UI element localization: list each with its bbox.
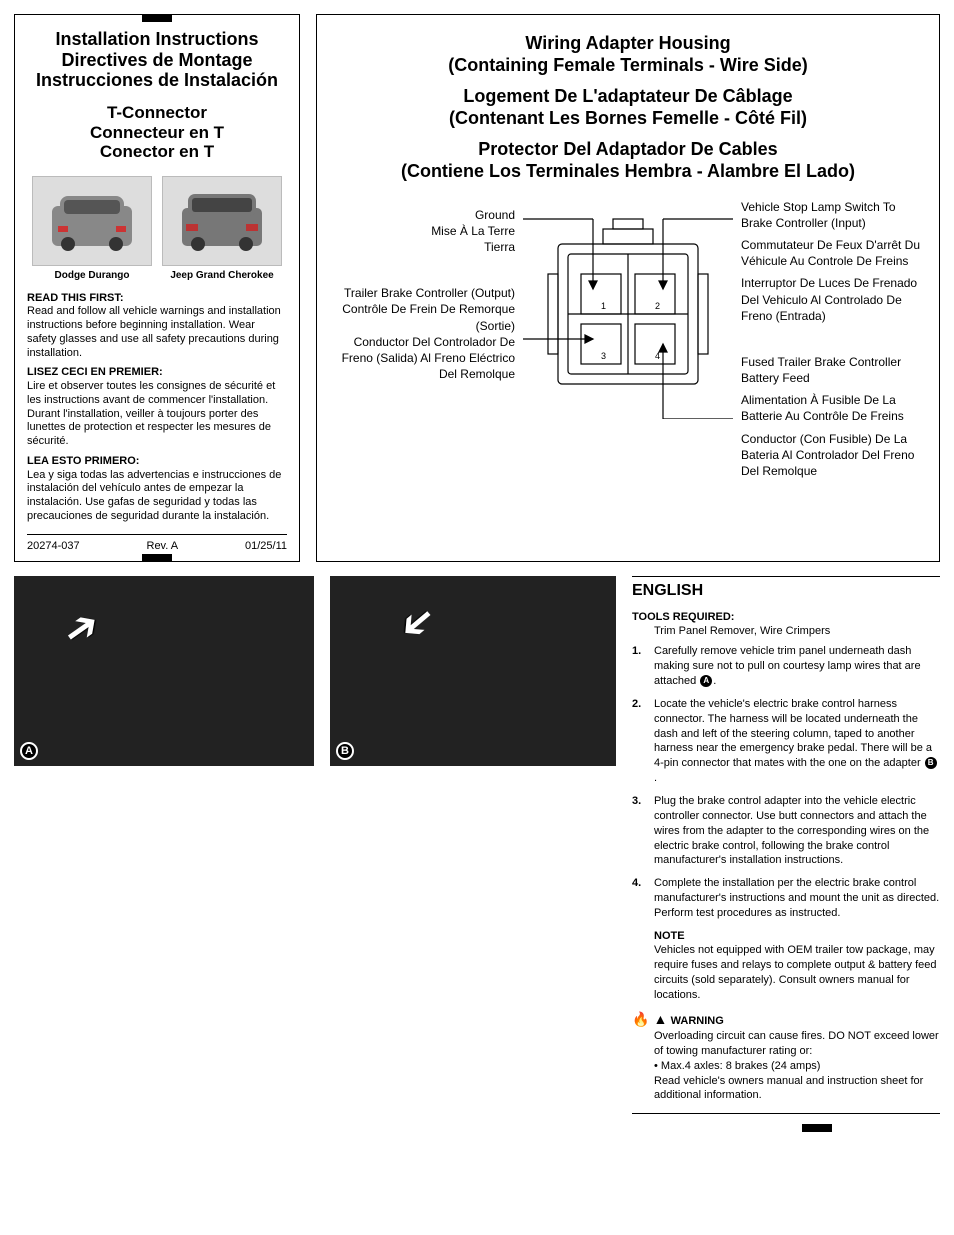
title-fr: Directives de Montage — [27, 50, 287, 71]
photo-badge-b: B — [336, 742, 354, 760]
vehicle-image-icon — [162, 176, 282, 266]
svg-text:1: 1 — [601, 301, 606, 311]
read-first-en: READ THIS FIRST: Read and follow all veh… — [27, 292, 287, 361]
read-first-es: LEA ESTO PRIMERO: Lea y siga todas las a… — [27, 455, 287, 524]
top-row: Installation Instructions Directives de … — [14, 14, 940, 562]
heading-fr: Logement De L'adaptateur De Câblage (Con… — [333, 86, 923, 129]
warning-row: 🔥 ▲ WARNING — [632, 1010, 940, 1029]
read-heading: LEA ESTO PRIMERO: — [27, 455, 139, 467]
date: 01/25/11 — [245, 539, 287, 553]
fire-icon: 🔥 — [632, 1010, 649, 1028]
install-title: Installation Instructions Directives de … — [27, 29, 287, 91]
vehicle-durango: Dodge Durango — [32, 176, 152, 282]
battery-feed-label: Fused Trailer Brake Controller Battery F… — [741, 354, 923, 479]
warning-heading: WARNING — [671, 1015, 724, 1027]
svg-text:3: 3 — [601, 351, 606, 361]
language-heading: ENGLISH — [632, 576, 940, 602]
read-text: Read and follow all vehicle warnings and… — [27, 305, 281, 358]
step-text: Locate the vehicle's electric brake cont… — [654, 697, 940, 786]
right-panel: Wiring Adapter Housing (Containing Femal… — [316, 14, 940, 562]
heading-en: Wiring Adapter Housing (Containing Femal… — [333, 33, 923, 76]
vehicle-caption: Dodge Durango — [32, 269, 152, 282]
vehicle-image-icon — [32, 176, 152, 266]
instructions-english: ENGLISH TOOLS REQUIRED: Trim Panel Remov… — [632, 576, 940, 1132]
left-footer: 20274-037 Rev. A 01/25/11 — [27, 534, 287, 553]
step-list: 1. Carefully remove vehicle trim panel u… — [632, 644, 940, 920]
ref-badge-b-icon: B — [925, 757, 937, 769]
page: Installation Instructions Directives de … — [14, 14, 940, 1132]
title-es: Instrucciones de Instalación — [27, 70, 287, 91]
step-2: 2. Locate the vehicle's electric brake c… — [632, 697, 940, 786]
read-first-fr: LISEZ CECI EN PREMIER: Lire et observer … — [27, 366, 287, 449]
photo-badge-a: A — [20, 742, 38, 760]
svg-text:2: 2 — [655, 301, 660, 311]
tools-list: Trim Panel Remover, Wire Crimpers — [654, 624, 940, 638]
step-1: 1. Carefully remove vehicle trim panel u… — [632, 644, 940, 689]
bottom-row: ➔ A ➔ B ENGLISH TOOLS REQUIRED: Trim Pan… — [14, 576, 940, 1132]
photo-a: ➔ A — [14, 576, 314, 766]
tab-marker-icon — [142, 554, 172, 562]
connector-diagram: Ground Mise À La Terre Tierra Trailer Br… — [333, 199, 923, 508]
subtitle: T-Connector Connecteur en T Conector en … — [27, 103, 287, 162]
tab-marker-icon — [142, 14, 172, 22]
stop-lamp-label: Vehicle Stop Lamp Switch To Brake Contro… — [741, 199, 923, 324]
arrow-icon: ➔ — [52, 596, 112, 661]
tab-marker-icon — [802, 1124, 832, 1132]
read-heading: READ THIS FIRST: — [27, 292, 124, 304]
step-text: Carefully remove vehicle trim panel unde… — [654, 644, 940, 689]
revision: Rev. A — [147, 539, 179, 553]
left-panel: Installation Instructions Directives de … — [14, 14, 300, 562]
tools-heading: TOOLS REQUIRED: — [632, 610, 940, 624]
read-text: Lea y siga todas las advertencias e inst… — [27, 469, 281, 522]
warning-triangle-icon: ▲ — [653, 1011, 667, 1027]
heading-es: Protector Del Adaptador De Cables (Conti… — [333, 139, 923, 182]
subtitle-fr: Connecteur en T — [27, 123, 287, 143]
subtitle-en: T-Connector — [27, 103, 287, 123]
left-pin-labels: Ground Mise À La Terre Tierra Trailer Br… — [333, 199, 523, 508]
read-heading: LISEZ CECI EN PREMIER: — [27, 366, 163, 378]
subtitle-es: Conector en T — [27, 142, 287, 162]
divider — [632, 1113, 940, 1114]
right-pin-labels: Vehicle Stop Lamp Switch To Brake Contro… — [733, 199, 923, 508]
connector-icon: 1 2 3 4 — [523, 199, 733, 419]
connector-headings: Wiring Adapter Housing (Containing Femal… — [333, 33, 923, 183]
read-text: Lire et observer toutes les consignes de… — [27, 380, 275, 447]
ground-label: Ground Mise À La Terre Tierra — [333, 207, 515, 256]
warning-icons: 🔥 — [632, 1010, 649, 1028]
vehicle-cherokee: Jeep Grand Cherokee — [162, 176, 282, 282]
vehicle-caption: Jeep Grand Cherokee — [162, 269, 282, 282]
note-heading: NOTE — [654, 929, 940, 943]
part-number: 20274-037 — [27, 539, 80, 553]
ref-badge-a-icon: A — [700, 675, 712, 687]
title-en: Installation Instructions — [27, 29, 287, 50]
step-text: Complete the installation per the electr… — [654, 876, 940, 921]
note-text: Vehicles not equipped with OEM trailer t… — [654, 943, 940, 1002]
step-3: 3. Plug the brake control adapter into t… — [632, 794, 940, 868]
vehicle-images: Dodge Durango Jeep Grand Cherokee — [27, 176, 287, 282]
arrow-icon: ➔ — [387, 591, 449, 655]
step-4: 4. Complete the installation per the ele… — [632, 876, 940, 921]
photo-b: ➔ B — [330, 576, 616, 766]
brake-output-label: Trailer Brake Controller (Output) Contrô… — [333, 285, 515, 382]
warning-text: Overloading circuit can cause fires. DO … — [654, 1029, 940, 1103]
step-text: Plug the brake control adapter into the … — [654, 794, 940, 868]
